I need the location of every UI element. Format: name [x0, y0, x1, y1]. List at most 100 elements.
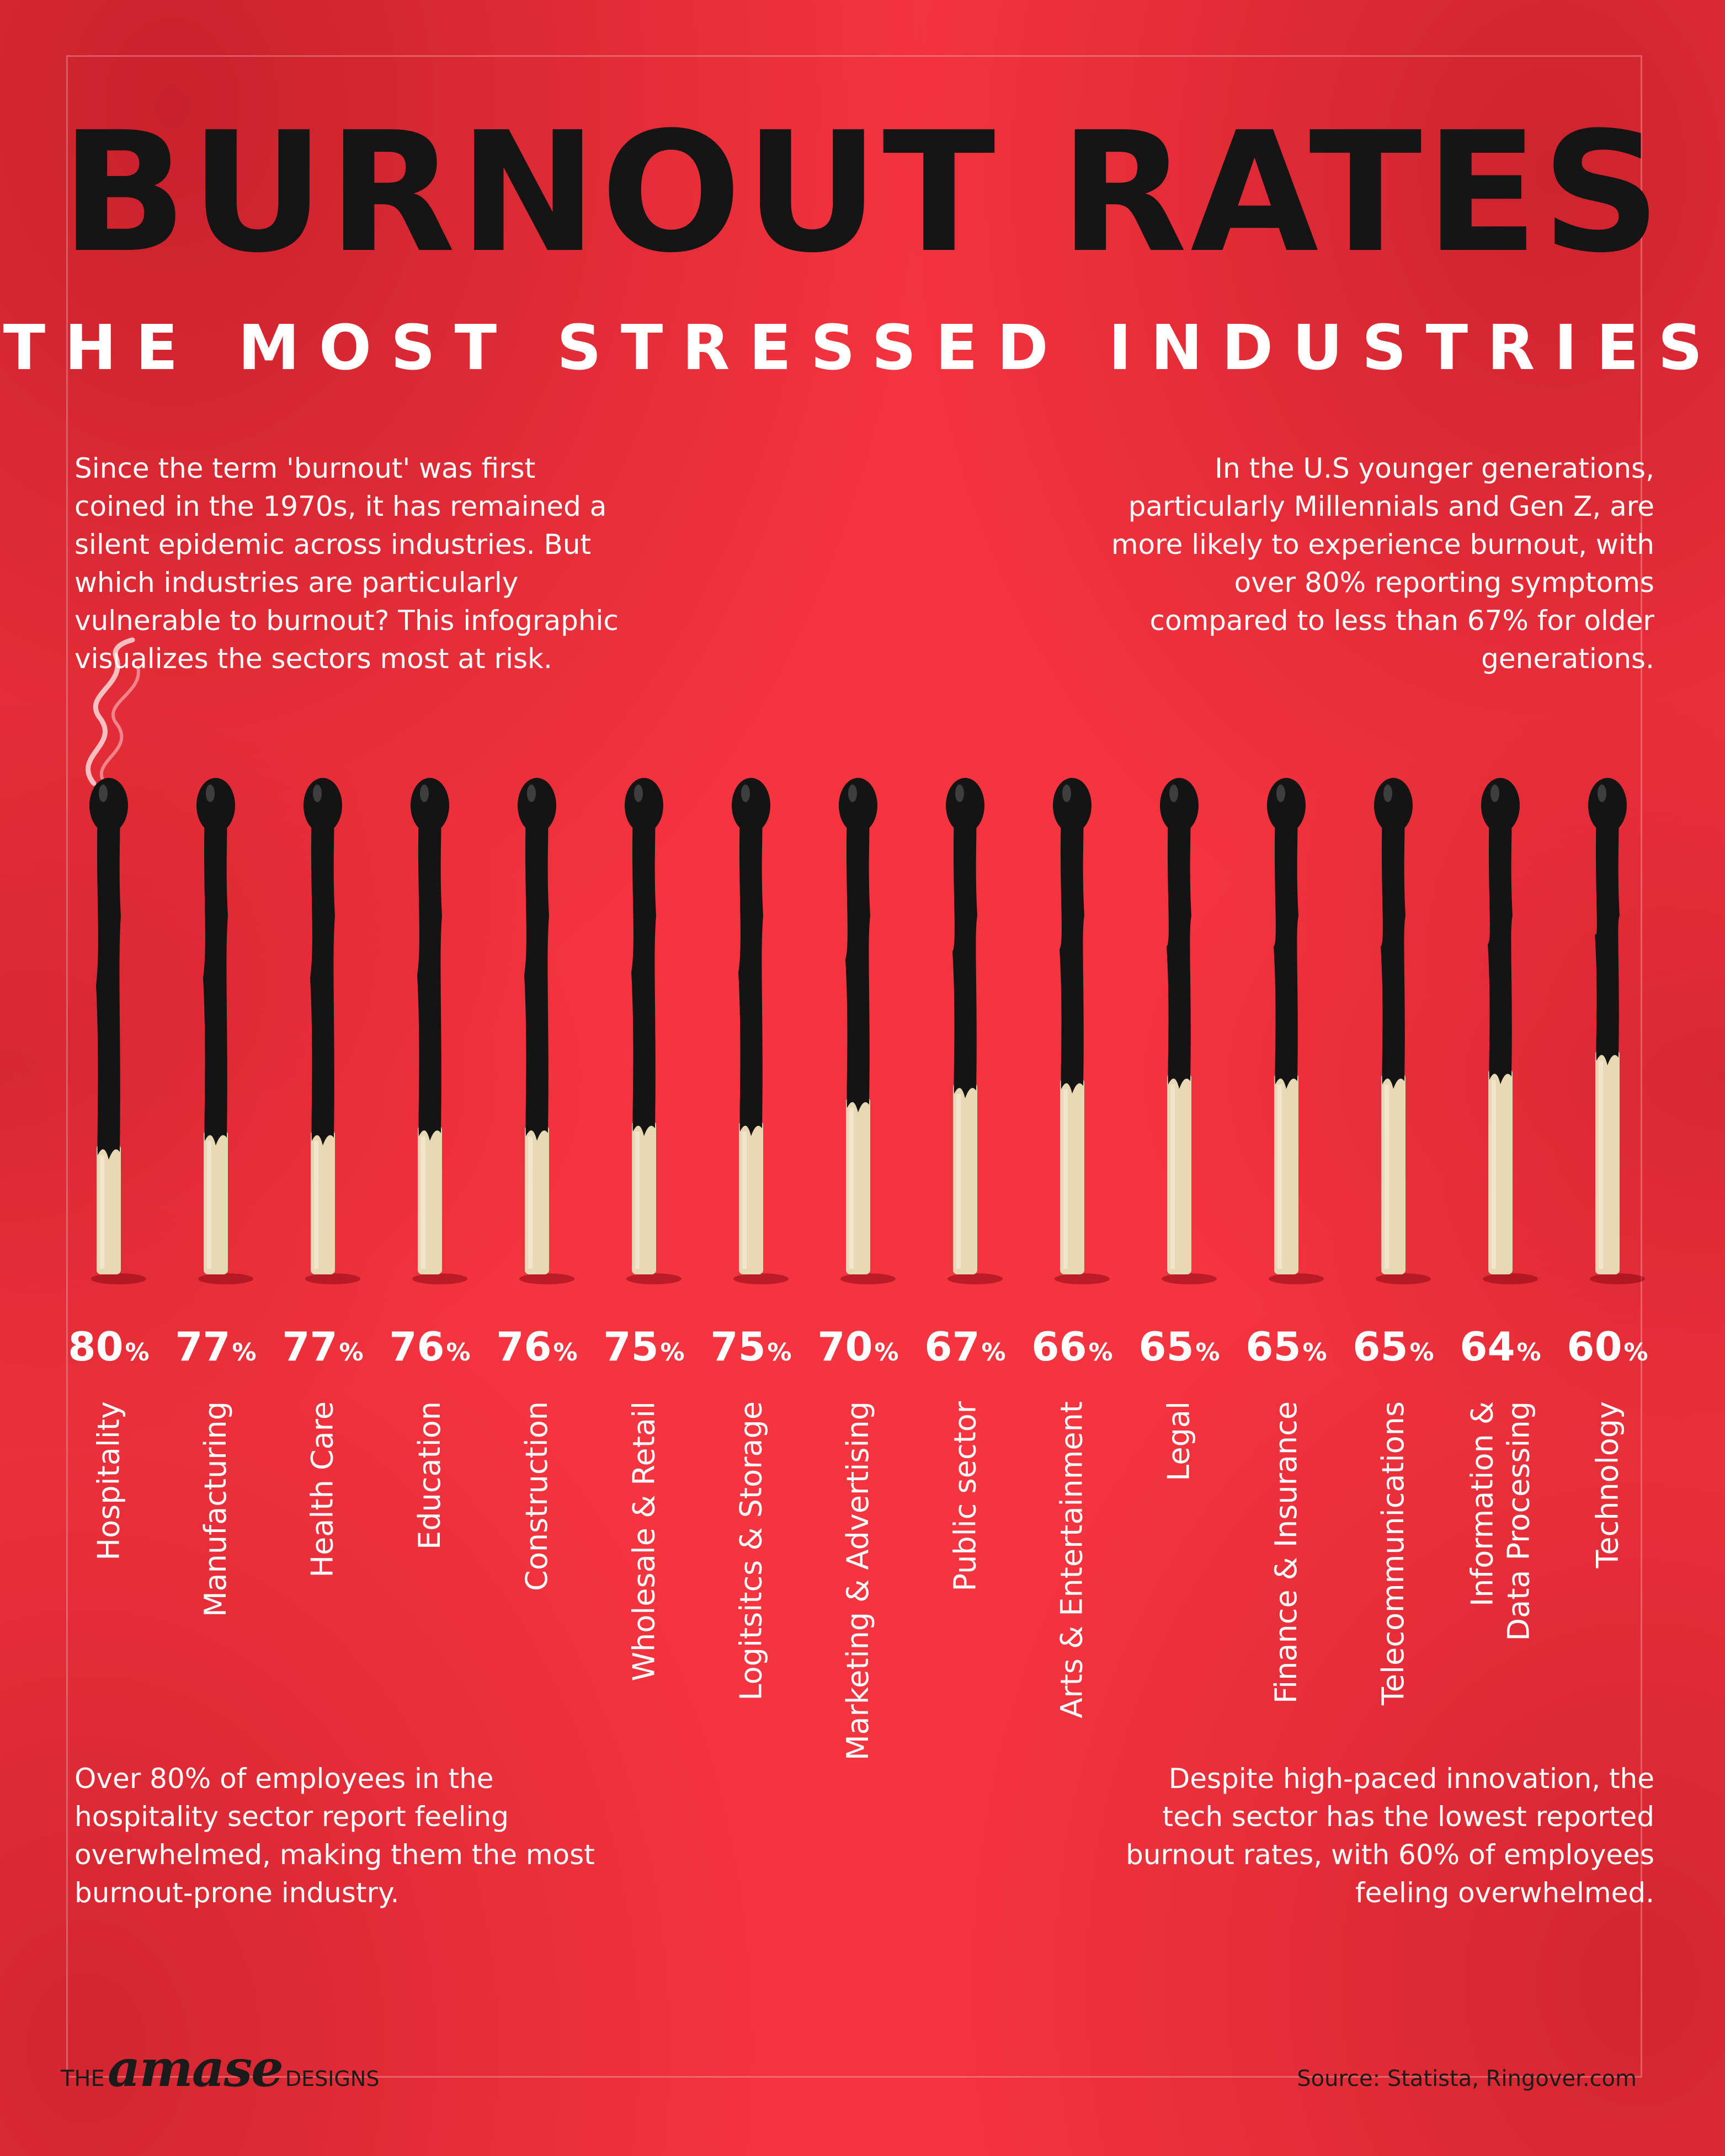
match-bar [76, 761, 146, 1313]
match-shadow [412, 1273, 467, 1284]
category-label-text: Technology [1589, 1401, 1626, 1568]
match-burnt [524, 811, 549, 1141]
match-head-gloss [1169, 785, 1178, 802]
value-label: 80% [55, 1327, 162, 1367]
match-head [625, 778, 663, 833]
match-graphic [1160, 778, 1217, 1284]
match-wood-highlight [1385, 1084, 1389, 1269]
smoke-icon [86, 637, 140, 786]
intro-left-paragraph: Since the term 'burnout' was first coine… [74, 450, 682, 678]
match-burnt [1381, 811, 1405, 1089]
intro-left-line: silent epidemic across industries. But [74, 529, 592, 561]
match-wood [204, 1130, 228, 1274]
brand-logo: THE amase DESIGNS [61, 2038, 379, 2098]
match-head [946, 778, 984, 833]
match-wood-highlight [207, 1141, 211, 1269]
match-wood [1488, 1069, 1513, 1274]
value-unit: % [1409, 1338, 1434, 1367]
category-label: Manufacturing [162, 1401, 269, 1787]
match-head-gloss [99, 785, 108, 802]
value-number: 76 [389, 1324, 445, 1370]
match-graphic [196, 778, 253, 1284]
match-wood-highlight [1492, 1080, 1496, 1269]
category-label: Hospitality [55, 1401, 162, 1787]
match-shadow [1376, 1273, 1431, 1284]
match-shadow [1055, 1273, 1110, 1284]
match-bar [290, 761, 360, 1313]
value-number: 70 [817, 1324, 873, 1370]
match-bar [1574, 761, 1645, 1313]
match-graphic [839, 778, 896, 1284]
category-label-text: Public sector [947, 1401, 983, 1591]
source-note: Source: Statista, Ringover.com [1297, 2066, 1637, 2091]
match-wood-highlight [635, 1132, 640, 1269]
value-number: 64 [1460, 1324, 1515, 1370]
value-label: 64% [1447, 1327, 1554, 1367]
category-label: Arts & Entertainment [1019, 1401, 1126, 1787]
logo-brand: amase [107, 2038, 284, 2098]
category-label: Health Care [269, 1401, 376, 1787]
value-label: 60% [1554, 1327, 1661, 1367]
intro-right-line: compared to less than 67% for older [1149, 605, 1654, 637]
value-unit: % [1516, 1338, 1541, 1367]
category-label: Technology [1554, 1401, 1661, 1787]
intro-right-line: particularly Millennials and Gen Z, are [1128, 490, 1654, 522]
match-wood [1274, 1073, 1298, 1274]
category-label-text: Marketing & Advertising [840, 1401, 876, 1760]
match-bar [504, 761, 574, 1313]
match-head [196, 778, 235, 833]
category-label-line: Information & [1465, 1401, 1499, 1607]
value-unit: % [339, 1338, 364, 1367]
category-label-line: Hospitality [91, 1401, 126, 1561]
value-number: 75 [710, 1324, 766, 1370]
match-head-gloss [527, 785, 536, 802]
match-head-gloss [634, 785, 643, 802]
intro-left-line: visualizes the sectors most at risk. [74, 643, 552, 675]
intro-right-paragraph: In the U.S younger generations, particul… [1047, 450, 1654, 678]
match-shadow [1162, 1273, 1217, 1284]
match-head [1481, 778, 1520, 833]
page-subtitle: THE MOST STRESSED INDUSTRIES [3, 312, 1722, 384]
match-wood-highlight [528, 1136, 533, 1269]
match-burnt [96, 811, 121, 1160]
value-label: 77% [269, 1327, 376, 1367]
match-bar [718, 761, 789, 1313]
match-bar [825, 761, 896, 1313]
match-shadow [1590, 1273, 1645, 1284]
match-graphic [1374, 778, 1431, 1284]
outro-right-paragraph: Despite high-paced innovation, the tech … [1047, 1760, 1654, 1912]
match-burnt [1060, 811, 1084, 1094]
value-label: 66% [1019, 1327, 1126, 1367]
value-unit: % [125, 1338, 150, 1367]
category-label-text: Telecommunications [1375, 1401, 1412, 1705]
value-label: 76% [483, 1327, 590, 1367]
value-number: 77 [175, 1324, 231, 1370]
category-label: Finance & Insurance [1233, 1401, 1340, 1787]
category-label: Public sector [912, 1401, 1019, 1787]
category-label-line: Public sector [947, 1401, 982, 1592]
outro-right-line: tech sector has the lowest reported [1162, 1801, 1654, 1833]
border-frame [66, 55, 1642, 2078]
match-bar [1146, 761, 1217, 1313]
match-graphic [518, 778, 574, 1284]
match-burnt [1167, 811, 1191, 1089]
match-wood [97, 1144, 121, 1274]
value-unit: % [1623, 1338, 1648, 1367]
category-label-text: Hospitality [90, 1401, 127, 1560]
intro-left-line: coined in the 1970s, it has remained a [74, 490, 607, 522]
value-number: 67 [924, 1324, 980, 1370]
match-head [518, 778, 556, 833]
category-label-line: Logitsitcs & Storage [733, 1401, 768, 1701]
value-label: 75% [698, 1327, 805, 1367]
match-shadow [305, 1273, 360, 1284]
match-graphic [946, 778, 1003, 1284]
match-burnt [631, 811, 656, 1136]
category-label-text: Manufacturing [198, 1401, 234, 1617]
match-head-gloss [1598, 785, 1606, 802]
match-head [1267, 778, 1306, 833]
match-shadow [198, 1273, 253, 1284]
category-label-line: Marketing & Advertising [840, 1401, 875, 1761]
match-head-gloss [848, 785, 857, 802]
category-label-line: Legal [1162, 1401, 1196, 1481]
category-label-text: Health Care [305, 1401, 341, 1578]
